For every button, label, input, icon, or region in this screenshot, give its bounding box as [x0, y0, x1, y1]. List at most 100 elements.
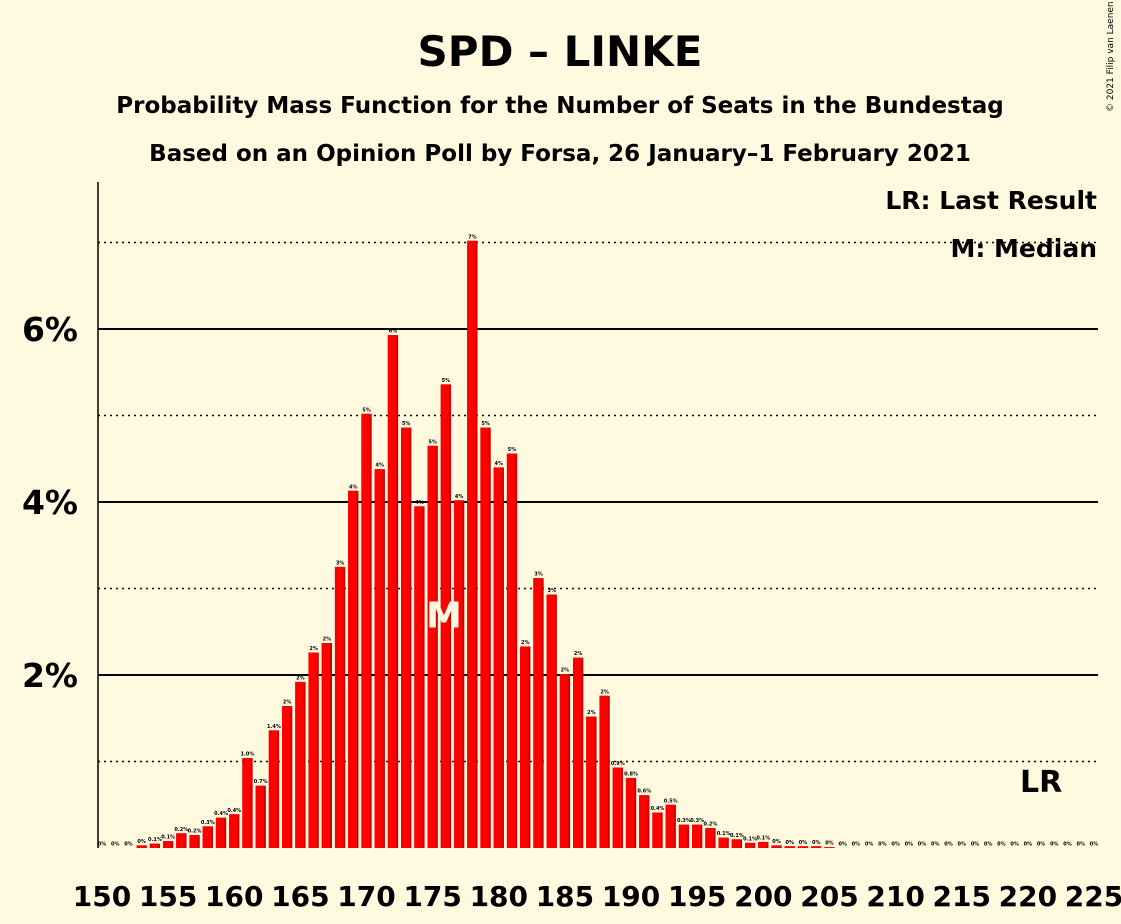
data-label: 0%: [997, 842, 1006, 848]
bar: [467, 240, 476, 849]
data-label: 0.8%: [624, 771, 638, 777]
data-label: 7%: [468, 234, 477, 240]
data-label: 0.9%: [611, 761, 625, 767]
bar: [506, 453, 516, 848]
data-label: 2%: [323, 637, 332, 643]
bars: [136, 240, 835, 849]
x-tick-label: 150: [73, 880, 131, 913]
x-tick-label: 165: [271, 880, 329, 913]
data-label: 0.3%: [690, 818, 704, 824]
data-label: 0%: [865, 842, 874, 848]
data-label: 0.1%: [717, 831, 731, 837]
data-label: 0%: [812, 840, 821, 846]
bar: [771, 845, 780, 848]
data-label: 0%: [838, 842, 847, 848]
bar: [229, 814, 238, 848]
legend-last-result: LR: Last Result: [885, 186, 1097, 215]
data-label: 0.3%: [201, 820, 215, 826]
y-axis-ticks: 2% 4% 6%: [22, 310, 78, 695]
x-tick-label: 170: [337, 880, 395, 913]
bar: [348, 490, 357, 848]
bar: [559, 674, 569, 848]
bar: [599, 695, 608, 848]
bar: [282, 706, 291, 848]
bar: [189, 835, 198, 848]
data-label: 2%: [574, 651, 583, 657]
x-tick-label: 205: [800, 880, 858, 913]
data-label: 1.0%: [241, 752, 255, 758]
bar: [586, 716, 595, 848]
data-label: 4%: [455, 494, 464, 500]
x-tick-label: 185: [536, 880, 594, 913]
bar: [321, 643, 331, 848]
bar: [176, 833, 185, 848]
bar: [387, 335, 397, 848]
bar: [811, 846, 820, 848]
data-label: 0%: [905, 842, 914, 848]
data-label: 4%: [415, 500, 424, 506]
data-label: 3%: [336, 560, 345, 566]
copyright-text: © 2021 Filip van Laenen: [1106, 1, 1116, 112]
data-label: 6%: [389, 329, 398, 335]
data-label: 0%: [971, 842, 980, 848]
data-label: 2%: [296, 675, 305, 681]
data-label: 0.5%: [664, 798, 678, 804]
bar: [414, 506, 423, 848]
bar: [797, 846, 807, 848]
bar: [453, 500, 463, 848]
data-label: 0%: [1037, 842, 1046, 848]
bar: [665, 804, 675, 848]
data-label: 2%: [587, 710, 596, 716]
data-label: 3%: [534, 572, 543, 578]
data-label: 0%: [852, 842, 861, 848]
x-tick-label: 180: [470, 880, 528, 913]
bar: [573, 657, 582, 848]
data-label: 0.1%: [161, 835, 175, 841]
data-label: 0.6%: [637, 789, 651, 795]
bar: [744, 842, 754, 848]
data-label: 5%: [481, 421, 490, 427]
gridlines: [98, 241, 1098, 763]
bar: [612, 767, 622, 848]
x-axis-ticks: 150 155 160 165 170 175 180 185 190 195 200 205 210 2…: [73, 880, 1121, 913]
x-tick-label: 220: [999, 880, 1057, 913]
data-label: 0%: [772, 839, 781, 845]
data-label: 0.2%: [703, 822, 717, 828]
data-label: 3%: [547, 588, 556, 594]
data-label: 0%: [1050, 842, 1059, 848]
bar: [440, 384, 450, 848]
data-label: 5%: [508, 447, 517, 453]
data-label: 0.1%: [730, 833, 744, 839]
data-label: 5%: [362, 407, 371, 413]
y-tick-label: 4%: [22, 483, 78, 522]
x-tick-label: 155: [139, 880, 197, 913]
bar: [295, 681, 304, 848]
data-label: 5%: [442, 378, 451, 384]
x-tick-label: 160: [205, 880, 263, 913]
data-label: 0%: [1024, 842, 1033, 848]
bar: [255, 785, 265, 848]
bar: [824, 847, 833, 848]
data-label: 0%: [891, 842, 900, 848]
bar: [136, 845, 145, 848]
bar: [533, 578, 542, 848]
bar: [202, 826, 212, 848]
bar: [361, 413, 370, 848]
data-label: 0%: [1077, 842, 1086, 848]
data-label: 2%: [600, 689, 609, 695]
chart-subtitle: Probability Mass Function for the Number…: [116, 93, 1003, 119]
data-labels: 0% 0% 0% 0% 0.1% 0.1%0.2% 0.2%0.3%0.4%0.4%1.0%…: [98, 234, 1099, 847]
data-label: 0.1%: [148, 837, 162, 843]
x-tick-label: 195: [668, 880, 726, 913]
bar: [374, 469, 384, 848]
bar: [705, 828, 714, 848]
x-tick-label: 175: [403, 880, 461, 913]
data-label: 0.4%: [227, 808, 241, 814]
chart-subtitle-2: Based on an Opinion Poll by Forsa, 26 Ja…: [149, 141, 971, 167]
data-label: 0%: [878, 842, 887, 848]
bar: [652, 812, 661, 848]
bar: [784, 846, 794, 848]
data-label: 0%: [944, 842, 953, 848]
bar: [427, 445, 436, 848]
